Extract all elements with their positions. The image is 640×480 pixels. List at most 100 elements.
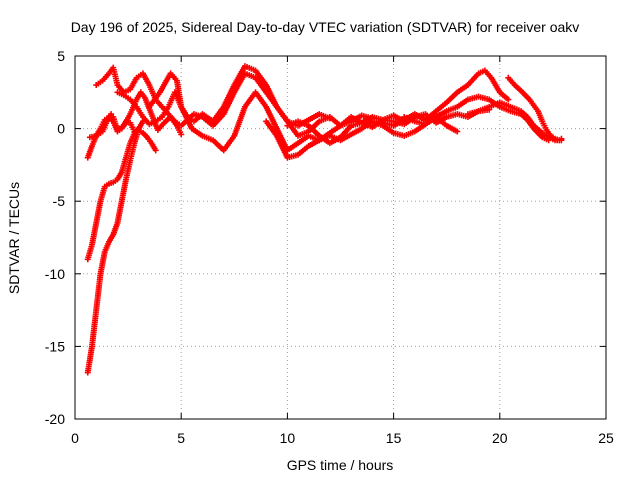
marker-run (498, 100, 512, 109)
marker-run (253, 76, 268, 94)
marker-run (456, 83, 470, 95)
grid-lines (75, 56, 606, 419)
series-track-12 (464, 99, 565, 144)
marker-run (381, 123, 395, 135)
marker-run (134, 91, 143, 101)
marker-run (483, 69, 493, 79)
marker-run (360, 114, 374, 125)
marker-run (525, 115, 536, 127)
marker-run (349, 126, 363, 137)
marker-run (541, 135, 550, 143)
marker-run (88, 133, 98, 140)
marker-run (173, 119, 183, 128)
marker-run (160, 105, 171, 118)
marker-run (134, 105, 145, 118)
marker-run (201, 112, 215, 124)
marker-run (513, 83, 523, 93)
marker-run (156, 121, 166, 132)
marker-run (540, 120, 549, 131)
marker-run (413, 112, 427, 122)
series-track-10 (379, 67, 512, 129)
marker-run (201, 133, 214, 143)
marker-run (264, 120, 279, 138)
marker-run (253, 91, 268, 109)
marker-run (535, 110, 545, 123)
marker-run (190, 126, 204, 138)
marker-run (403, 129, 416, 138)
marker-run (85, 243, 95, 261)
marker-run (339, 124, 353, 139)
marker-run (286, 119, 299, 128)
marker-run (519, 89, 527, 97)
marker-run (141, 72, 152, 87)
marker-run (98, 119, 107, 130)
marker-run (328, 135, 342, 146)
marker-run (201, 115, 215, 128)
marker-run (115, 170, 124, 181)
marker-run (116, 83, 126, 94)
y-tick-label: -20 (45, 411, 65, 427)
marker-run (488, 100, 501, 109)
marker-run (253, 69, 268, 87)
marker-run (110, 66, 120, 86)
marker-run (244, 64, 257, 73)
marker-run (297, 119, 310, 128)
marker-run (211, 112, 226, 128)
marker-run (147, 91, 162, 109)
data-point (505, 96, 512, 103)
marker-run (175, 124, 184, 136)
data-point (558, 135, 565, 142)
marker-run (167, 112, 177, 123)
marker-run (121, 113, 133, 127)
chart-title: Day 196 of 2025, Sidereal Day-to-day VTE… (71, 19, 580, 35)
marker-run (307, 138, 321, 149)
series-track-8 (263, 113, 461, 161)
marker-run (148, 119, 157, 127)
marker-run (434, 109, 448, 120)
marker-run (296, 144, 310, 157)
y-axis-label: SDTVAR / TECUs (6, 182, 22, 294)
plot-area (84, 63, 565, 376)
marker-run (93, 272, 104, 312)
marker-run (532, 104, 540, 113)
data-point (152, 147, 159, 154)
marker-run (221, 83, 237, 109)
marker-run (128, 98, 139, 109)
marker-run (296, 134, 310, 145)
marker-run (114, 200, 125, 224)
marker-run (244, 71, 257, 80)
marker-run (506, 76, 517, 87)
marker-run (489, 76, 502, 94)
marker-run (104, 112, 114, 123)
marker-run (145, 136, 154, 145)
marker-run (445, 104, 459, 114)
marker-run (445, 90, 459, 105)
marker-run (434, 100, 448, 113)
x-tick-label: 20 (492, 430, 508, 446)
marker-run (141, 131, 149, 139)
marker-run (264, 83, 279, 109)
x-tick-label: 10 (280, 430, 296, 446)
marker-run (541, 131, 550, 139)
marker-run (169, 72, 179, 82)
marker-run (85, 345, 95, 374)
y-tick-label: -10 (45, 266, 65, 282)
marker-run (122, 87, 132, 95)
x-tick-label: 25 (598, 430, 614, 446)
marker-run (328, 123, 342, 135)
y-tick-label: -15 (45, 338, 65, 354)
marker-run (392, 117, 406, 128)
marker-run (162, 115, 172, 125)
marker-run (98, 185, 108, 203)
marker-run (139, 91, 147, 100)
marker-run (532, 124, 544, 135)
marker-run (222, 134, 236, 152)
axis-ticks (74, 55, 607, 420)
marker-run (523, 93, 532, 102)
marker-run (89, 134, 99, 147)
marker-run (498, 104, 512, 114)
marker-run (544, 128, 553, 137)
x-tick-label: 5 (177, 430, 185, 446)
x-tick-label: 0 (71, 430, 79, 446)
